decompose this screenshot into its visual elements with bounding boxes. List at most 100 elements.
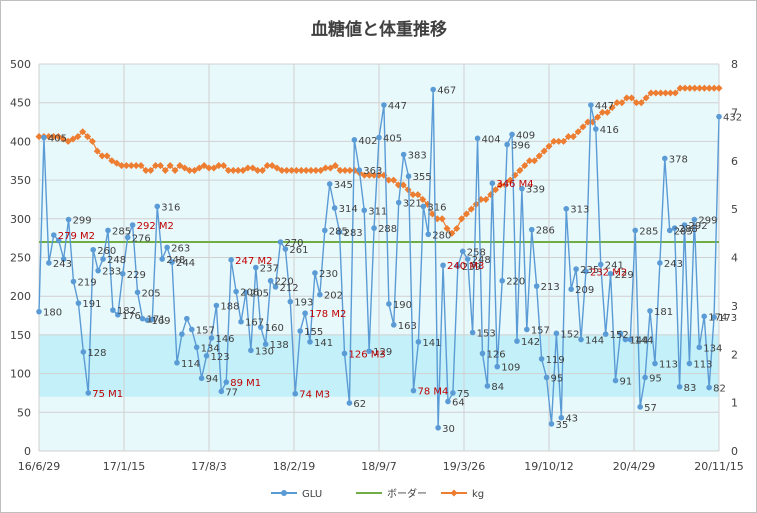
y-left-tick-label: 50 <box>17 406 31 419</box>
glu-point <box>95 267 101 274</box>
kg-point <box>79 128 87 136</box>
glu-data-label: 405 <box>48 134 67 145</box>
glu-point <box>174 359 180 366</box>
glu-data-label: 311 <box>368 206 387 217</box>
legend-glu-label: GLU <box>302 489 322 500</box>
glu-data-label: 160 <box>265 323 284 334</box>
glu-data-label: 77 <box>225 387 238 398</box>
kg-point <box>560 137 568 145</box>
glu-data-label: 84 <box>491 382 504 393</box>
glu-point <box>386 301 392 307</box>
glu-point <box>666 227 673 234</box>
kg-point <box>414 191 422 199</box>
glu-point <box>538 356 545 362</box>
kg-point <box>186 166 194 174</box>
glu-point <box>563 205 570 212</box>
glu-point <box>238 318 244 325</box>
glu-point <box>543 374 550 381</box>
glu-point <box>129 222 136 228</box>
glu-point <box>671 225 678 231</box>
glu-point <box>228 257 234 263</box>
kg-point <box>662 89 670 97</box>
kg-point <box>195 164 203 172</box>
glu-data-label: 230 <box>319 269 338 280</box>
glu-point <box>198 375 205 382</box>
glu-data-label: 30 <box>442 424 455 435</box>
kg-point <box>458 215 466 223</box>
kg-point <box>278 166 286 174</box>
legend-border-label: ボーダー <box>387 487 427 500</box>
kg-point <box>88 137 96 145</box>
kg-point <box>302 166 310 174</box>
glu-point <box>494 363 501 370</box>
axes: 0501001502002503003504004505000123456781… <box>10 58 744 473</box>
glu-data-label: 285 <box>639 226 658 237</box>
glu-point <box>134 289 141 296</box>
glu-point <box>326 181 333 187</box>
glu-point <box>55 237 62 244</box>
kg-point <box>220 162 228 170</box>
kg-point <box>438 215 446 223</box>
medication-annotation: 74 M3 <box>299 390 330 401</box>
glu-point <box>80 349 87 355</box>
kg-point <box>307 166 315 174</box>
glu-point <box>253 264 259 271</box>
glu-point <box>213 302 220 309</box>
kg-point <box>496 181 504 189</box>
glu-point <box>464 256 471 262</box>
glu-point <box>115 311 121 318</box>
kg-point <box>370 171 378 179</box>
glu-data-label: 285 <box>329 226 348 237</box>
glu-point <box>489 180 496 186</box>
glu-point <box>642 374 648 381</box>
kg-point <box>360 171 368 179</box>
glu-point <box>381 102 387 108</box>
kg-point <box>64 137 72 145</box>
glu-point <box>243 289 249 296</box>
x-tick-label: 16/6/29 <box>18 460 60 473</box>
glu-data-label: 313 <box>570 205 589 216</box>
glu-point <box>282 246 289 252</box>
medication-annotation: 346 M4 <box>496 179 533 190</box>
glu-data-label: 180 <box>43 308 62 319</box>
kg-point <box>647 89 655 97</box>
glu-point <box>440 262 446 269</box>
glu-data-label: 205 <box>250 288 269 299</box>
medication-annotation: 240 M3 <box>447 261 484 272</box>
kg-point <box>147 166 155 174</box>
glu-data-label: 83 <box>684 383 697 394</box>
kg-point <box>171 166 179 174</box>
glu-data-label: 467 <box>437 86 456 97</box>
glu-data-label: 205 <box>142 288 161 299</box>
glu-data-label: 128 <box>87 348 106 359</box>
glu-data-label: 113 <box>693 360 712 371</box>
glu-data-label: 286 <box>536 226 555 237</box>
kg-point <box>181 164 189 172</box>
kg-point <box>137 162 145 170</box>
kg-point <box>453 224 461 233</box>
glu-point <box>622 336 629 343</box>
glu-point <box>652 360 658 367</box>
glu-point <box>277 239 284 245</box>
kg-point <box>234 166 242 174</box>
glu-data-label: 176 <box>122 311 141 322</box>
legend-kg-marker <box>450 489 458 497</box>
kg-point <box>579 123 587 131</box>
glu-data-label: 235 <box>580 265 599 276</box>
glu-point <box>188 326 195 333</box>
glu-point <box>139 315 146 322</box>
glu-point <box>524 326 530 333</box>
kg-point <box>118 162 126 170</box>
kg-point <box>288 166 296 174</box>
glu-data-label: 141 <box>422 338 441 349</box>
glu-point <box>376 134 382 141</box>
medication-annotation: 247 M2 <box>235 256 272 267</box>
kg-point <box>74 133 82 141</box>
glu-point <box>356 167 363 173</box>
kg-point <box>103 152 111 160</box>
glu-data-label: 405 <box>383 134 402 145</box>
glu-point <box>110 307 116 313</box>
glu-point <box>346 400 353 406</box>
kg-point <box>681 84 689 92</box>
